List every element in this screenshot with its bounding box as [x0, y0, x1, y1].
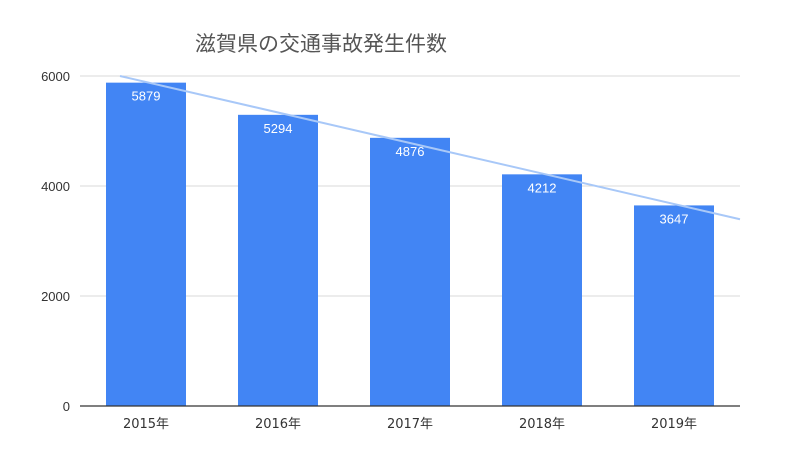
chart-title: 滋賀県の交通事故発生件数 [195, 32, 447, 56]
bar [106, 82, 186, 406]
bar [370, 137, 450, 406]
bar [238, 114, 318, 406]
bar [502, 174, 582, 406]
x-tick-label: 2015年 [123, 417, 169, 432]
trendline [119, 75, 741, 221]
y-tick-label: 2000 [41, 289, 70, 304]
data-label: 3647 [660, 211, 689, 226]
data-label: 4212 [528, 180, 557, 195]
data-label: 4876 [396, 144, 425, 159]
data-label: 5879 [132, 89, 161, 104]
x-tick-label: 2019年 [651, 417, 697, 432]
y-tick-label: 0 [63, 399, 70, 414]
y-tick-label: 4000 [41, 179, 70, 194]
data-label: 5294 [264, 121, 293, 136]
x-tick-label: 2017年 [387, 417, 433, 432]
y-tick-label: 6000 [41, 69, 70, 84]
bar [634, 205, 714, 406]
x-tick-label: 2016年 [255, 417, 301, 432]
x-tick-label: 2018年 [519, 417, 565, 432]
